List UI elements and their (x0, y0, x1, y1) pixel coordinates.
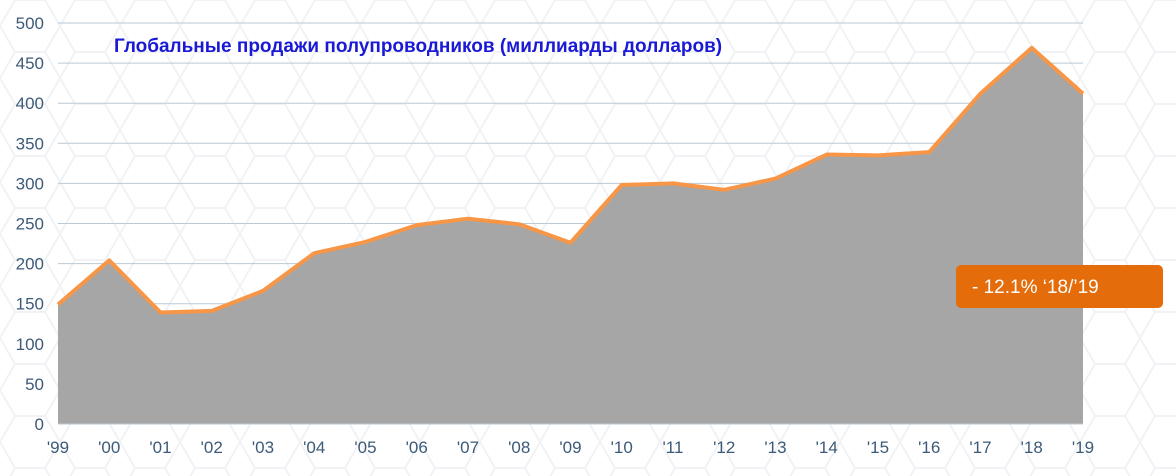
y-tick-label: 0 (35, 415, 44, 434)
y-tick-label: 300 (16, 174, 44, 193)
callout-box (956, 265, 1163, 308)
x-tick-label: '10 (611, 438, 633, 457)
x-tick-label: '01 (149, 438, 171, 457)
x-tick-label: '11 (663, 438, 684, 457)
x-tick-label: '99 (47, 438, 69, 457)
x-tick-label: '18 (1021, 438, 1043, 457)
y-tick-label: 50 (25, 375, 44, 394)
y-tick-label: 200 (16, 255, 44, 274)
x-tick-labels: '99 '00 '01 '02 '03 '04 '05 '06 '07 '08 '09 '10 '11 '… (47, 438, 1094, 457)
x-tick-label: '13 (764, 438, 786, 457)
x-tick-label: '09 (559, 438, 581, 457)
y-tick-label: 350 (16, 134, 44, 153)
series-line (56, 45, 1085, 315)
x-tick-label: '16 (918, 438, 940, 457)
chart-title: Глобальные продажи полупроводников (милл… (114, 36, 722, 57)
x-tick-label: '00 (98, 438, 120, 457)
x-tick-label: '15 (867, 438, 889, 457)
callout-text: - 12.1% ‘18/’19 (972, 277, 1099, 298)
y-tick-label: 100 (16, 335, 44, 354)
x-tick-label: '14 (816, 438, 838, 457)
y-tick-label: 500 (16, 14, 44, 33)
y-tick-label: 250 (16, 215, 44, 234)
annotation-callout: - 12.1% ‘18/’19 (956, 265, 1163, 308)
x-tick-label: '12 (713, 438, 735, 457)
x-tick-label: '08 (508, 438, 530, 457)
y-tick-label: 400 (16, 94, 44, 113)
x-tick-label: '04 (303, 438, 325, 457)
x-tick-label: '17 (969, 438, 991, 457)
x-tick-label: '03 (252, 438, 274, 457)
x-tick-label: '19 (1072, 438, 1094, 457)
area-series (58, 47, 1083, 424)
y-tick-labels: 0 50 100 150 200 250 300 350 400 450 500 (16, 14, 44, 434)
x-tick-label: '06 (406, 438, 428, 457)
x-tick-label: '02 (201, 438, 223, 457)
x-tick-label: '07 (457, 438, 479, 457)
x-tick-label: '05 (354, 438, 376, 457)
y-tick-label: 450 (16, 54, 44, 73)
y-tick-label: 150 (16, 295, 44, 314)
